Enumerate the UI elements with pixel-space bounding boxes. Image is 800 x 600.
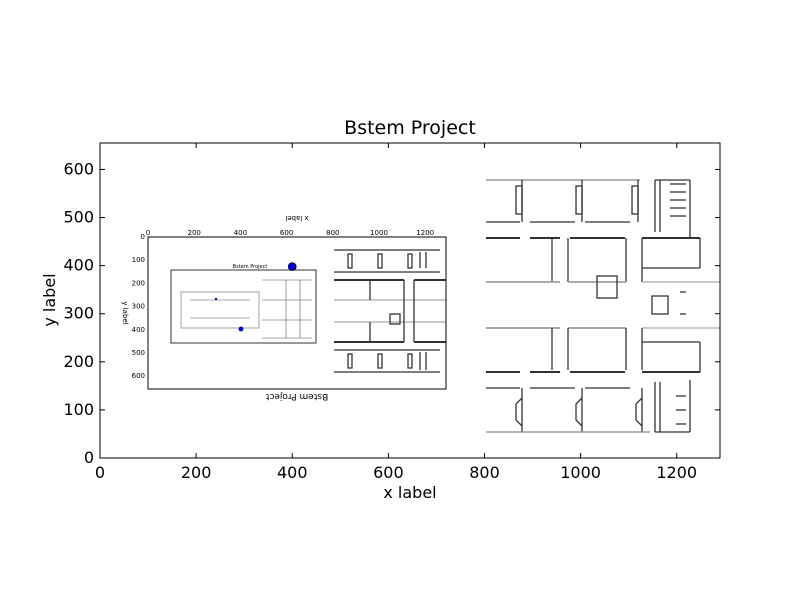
x-tick-label: 1200 [656,463,697,482]
plot-frame [99,142,721,459]
y-tick-label: 400 [63,256,94,275]
inset-x-tick-label: 1200 [416,229,434,237]
x-axis: 0 200 400 600 800 1000 1200 [95,143,697,482]
y-tick-label: 300 [63,304,94,323]
inset-nested-frame [170,269,317,344]
y-tick-label: 100 [63,400,94,419]
inset-point [238,326,244,332]
x-tick-label: 1000 [560,463,601,482]
inset-y-tick-label: 0 [141,233,145,241]
data-points [287,262,297,271]
inset-x-tick-label: 400 [234,229,247,237]
inset-frame [147,236,447,390]
inset-nested-title: Bstem Project [233,264,268,270]
chart-title: Bstem Project [344,117,476,139]
inset-nested-plan [180,279,312,339]
y-axis: 0 100 200 300 400 500 600 [63,159,720,467]
inset-x-tick-label: 800 [326,229,339,237]
inset-x-tick-label: 600 [280,229,293,237]
x-tick-label: 400 [277,463,308,482]
y-tick-label: 200 [63,352,94,371]
inset-nested-point [214,297,218,301]
inset-y-tick-label: 300 [132,303,145,311]
inset-x-tick-label: 1000 [370,229,388,237]
inset-x-tick-label: 200 [188,229,201,237]
y-axis-label: y label [40,273,59,326]
x-tick-label: 800 [469,463,500,482]
inset-ylabel: y label [121,301,129,324]
y-tick-label: 0 [84,448,94,467]
inset-plot-image: Bstem Project x label y label 0 200 400 600… [121,214,447,401]
x-axis-label: x label [383,483,436,502]
x-tick-label: 0 [95,463,105,482]
inset-xlabel: x label [285,214,308,222]
inset-x-tick-label: 0 [146,229,150,237]
x-tick-label: 600 [373,463,404,482]
inset-y-tick-label: 600 [132,372,145,380]
inset-y-tick-label: 400 [132,326,145,334]
y-tick-label: 500 [63,208,94,227]
inset-y-tick-label: 500 [132,349,145,357]
inset-title: Bstem Project [265,391,328,401]
y-tick-label: 600 [63,159,94,178]
inset-y-tick-label: 200 [132,279,145,287]
inset-y-tick-labels: 0 100 200 300 400 500 600 [132,233,145,380]
x-tick-label: 200 [181,463,212,482]
floorplan-image [334,179,720,433]
inset-y-tick-label: 100 [132,256,145,264]
data-point [287,262,297,271]
inset-x-tick-labels: 0 200 400 600 800 1000 1200 [146,229,434,237]
